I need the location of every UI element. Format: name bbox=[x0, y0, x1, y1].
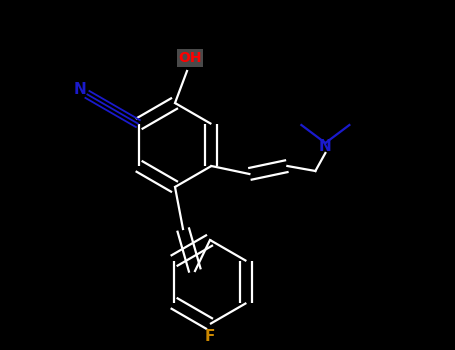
Text: N: N bbox=[319, 139, 332, 154]
Text: F: F bbox=[205, 329, 215, 344]
Text: N: N bbox=[73, 83, 86, 98]
Text: OH: OH bbox=[178, 51, 202, 65]
